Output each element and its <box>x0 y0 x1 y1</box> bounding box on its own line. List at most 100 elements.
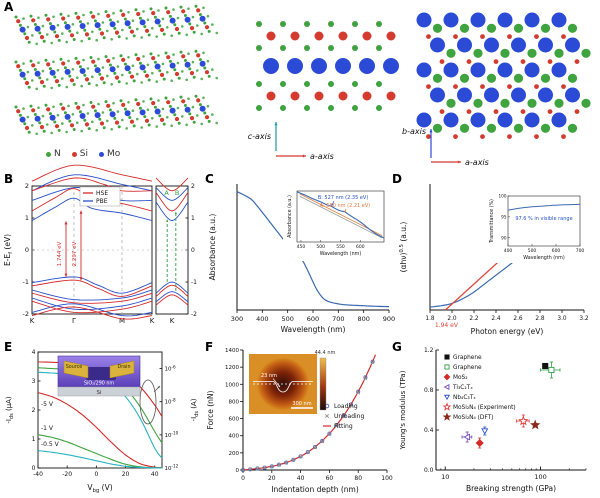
svg-text:Photon energy (eV): Photon energy (eV) <box>471 327 544 336</box>
svg-text:700: 700 <box>576 248 585 254</box>
svg-text:-1: -1 <box>191 279 197 286</box>
svg-text:-0.5 V: -0.5 V <box>41 441 60 448</box>
svg-text:Absorbance (a.u.): Absorbance (a.u.) <box>287 195 293 238</box>
svg-text:900: 900 <box>383 315 395 323</box>
tauc-plot-chart: 1.8 2.0 2.2 2.4 2.6 2.8 3.0 3.2 Photon energy (e… <box>399 184 589 336</box>
svg-text:2: 2 <box>25 182 29 190</box>
svg-text:10-8: 10-8 <box>165 397 177 405</box>
svg-text:Loading: Loading <box>334 403 358 410</box>
svg-text:1200: 1200 <box>225 365 239 371</box>
svg-text:Young's modulus (TPa): Young's modulus (TPa) <box>399 370 407 450</box>
svg-text:0: 0 <box>191 247 195 254</box>
svg-text:Force (nN): Force (nN) <box>206 390 215 429</box>
svg-text:Wavelength (nm): Wavelength (nm) <box>320 251 362 257</box>
svg-text:2.8: 2.8 <box>535 316 545 322</box>
svg-text:600: 600 <box>307 315 319 323</box>
svg-text:0.4: 0.4 <box>424 427 434 434</box>
svg-text:K: K <box>150 317 155 325</box>
modulus-strength-chart: 10 100 0.0 0.4 0.8 1.2 Breaking strength (GPa)… <box>399 347 587 493</box>
svg-text:-20: -20 <box>62 471 72 478</box>
crystal-structure-side-view: c-axis a-axis <box>248 21 399 161</box>
legend-item-si: Si <box>71 149 88 159</box>
crystal-structure-top-view: b-axis a-axis <box>402 12 591 167</box>
svg-text:2.297 eV: 2.297 eV <box>72 241 78 266</box>
svg-text:E-Ef (eV): E-Ef (eV) <box>3 234 14 266</box>
svg-text:2: 2 <box>191 183 195 190</box>
n-atom-label: N <box>54 149 61 159</box>
svg-text:100: 100 <box>499 194 507 199</box>
svg-text:100: 100 <box>534 473 546 481</box>
svg-text:-2: -2 <box>23 310 29 318</box>
panel-label-d: D <box>392 172 402 186</box>
panel-label-c: C <box>205 172 214 186</box>
svg-text:-1 V: -1 V <box>41 425 54 432</box>
svg-text:10-12: 10-12 <box>165 464 179 472</box>
svg-text:1: 1 <box>25 214 29 222</box>
mo-atom-label: Mo <box>106 149 121 159</box>
svg-text:97.6 % in visible range: 97.6 % in visible range <box>515 216 572 222</box>
svg-text:MoS₂: MoS₂ <box>453 375 468 381</box>
svg-text:-1: -1 <box>23 278 29 286</box>
svg-text:0: 0 <box>25 246 29 254</box>
svg-text:B: B <box>175 189 179 197</box>
svg-text:MoSi₂N₄ (DFT): MoSi₂N₄ (DFT) <box>453 415 493 421</box>
mo-atom-icon <box>98 151 104 157</box>
svg-text:1400: 1400 <box>225 348 239 354</box>
svg-text:400: 400 <box>504 248 513 254</box>
svg-text:Vbg (V): Vbg (V) <box>87 483 112 494</box>
svg-text:800: 800 <box>357 315 369 323</box>
svg-text:(αhν)0.5 (a.u.): (αhν)0.5 (a.u.) <box>399 222 408 273</box>
svg-text:0: 0 <box>94 471 98 478</box>
svg-text:Wavelength (nm): Wavelength (nm) <box>281 325 346 334</box>
svg-text:2: 2 <box>32 407 36 414</box>
svg-text:60: 60 <box>326 475 334 482</box>
svg-text:1: 1 <box>191 215 195 222</box>
panel-label-e: E <box>4 340 13 354</box>
svg-text:PBE: PBE <box>96 198 108 205</box>
svg-text:700: 700 <box>332 315 344 323</box>
n-atom-icon <box>46 151 51 157</box>
svg-text:4: 4 <box>32 349 36 356</box>
svg-text:10: 10 <box>441 473 449 481</box>
svg-text:500: 500 <box>281 315 293 323</box>
svg-text:450: 450 <box>297 244 306 250</box>
svg-text:1.8: 1.8 <box>425 316 435 322</box>
svg-text:0.0: 0.0 <box>424 467 434 474</box>
svg-text:Graphene: Graphene <box>453 355 482 361</box>
svg-text:44.4 nm: 44.4 nm <box>315 350 336 356</box>
svg-text:-2: -2 <box>191 311 197 318</box>
svg-text:200: 200 <box>229 451 240 457</box>
svg-text:1.94 eV: 1.94 eV <box>435 322 459 329</box>
svg-text:2.0: 2.0 <box>447 316 457 322</box>
svg-text:-Ids (A): -Ids (A) <box>190 398 200 421</box>
svg-text:300: 300 <box>231 315 243 323</box>
svg-text:40: 40 <box>297 475 305 482</box>
svg-text:550: 550 <box>336 244 345 250</box>
legend-item-mo: Mo <box>98 149 121 159</box>
svg-text:90: 90 <box>501 235 507 240</box>
svg-text:400: 400 <box>229 434 240 440</box>
svg-text:10-10: 10-10 <box>165 431 179 439</box>
svg-text:A: A <box>164 189 169 197</box>
svg-text:Drain: Drain <box>118 364 131 370</box>
svg-text:500: 500 <box>316 244 325 250</box>
svg-text:a-axis: a-axis <box>310 152 334 161</box>
legend-item-n: N <box>46 149 61 159</box>
svg-text:3: 3 <box>32 378 36 385</box>
svg-text:20: 20 <box>122 471 130 478</box>
force-indentation-chart: 0 20 40 60 80 1000200400600800100012001400Ind… <box>206 348 393 494</box>
svg-text:Nb₄C₃Tₓ: Nb₄C₃Tₓ <box>453 395 476 401</box>
svg-text:M: M <box>119 317 125 325</box>
svg-text:A: 560 nm (2.21 eV): A: 560 nm (2.21 eV) <box>320 203 371 209</box>
svg-text:1: 1 <box>32 436 36 443</box>
svg-text:2.2: 2.2 <box>469 316 479 322</box>
svg-text:3.2: 3.2 <box>579 316 589 322</box>
svg-text:600: 600 <box>356 244 365 250</box>
svg-text:-5 V: -5 V <box>41 401 54 408</box>
svg-text:1.2: 1.2 <box>424 347 434 354</box>
svg-text:2.4: 2.4 <box>491 316 501 322</box>
svg-text:100: 100 <box>381 475 393 482</box>
panel-label-a: A <box>4 0 14 14</box>
svg-text:Wavelength (nm): Wavelength (nm) <box>523 255 565 261</box>
